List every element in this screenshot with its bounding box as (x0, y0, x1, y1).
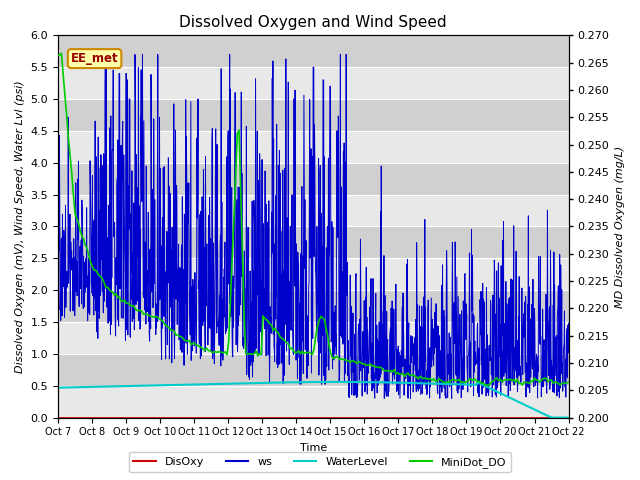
DisOxy (564, 415, 572, 420)
MiniDot_DO (56, 52, 63, 58)
ws (282, 316, 289, 322)
ws (93, 309, 101, 314)
Text: EE_met: EE_met (71, 52, 118, 65)
DisOxy (173, 415, 180, 420)
Bar (58, 163, 568, 194)
MiniDot_DO (488, 379, 495, 384)
WaterLevel (424, 381, 431, 386)
WaterLevel (332, 379, 339, 385)
ws (102, 51, 109, 57)
Legend: DisOxy, ws, WaterLevel, MiniDot_DO: DisOxy, ws, WaterLevel, MiniDot_DO (129, 452, 511, 472)
Line: MiniDot_DO: MiniDot_DO (58, 53, 568, 385)
WaterLevel (426, 381, 434, 386)
WaterLevel (376, 380, 384, 385)
MiniDot_DO (358, 361, 366, 367)
Line: ws: ws (58, 54, 568, 398)
Bar (58, 67, 568, 99)
MiniDot_DO (58, 50, 65, 56)
Bar (58, 322, 568, 354)
ws (54, 290, 62, 296)
WaterLevel (548, 415, 556, 420)
ws (271, 241, 279, 247)
Bar (58, 227, 568, 258)
MiniDot_DO (54, 52, 62, 58)
DisOxy (539, 415, 547, 420)
DisOxy (54, 415, 62, 420)
DisOxy (317, 415, 325, 420)
Bar (58, 258, 568, 290)
WaterLevel (221, 381, 228, 387)
Y-axis label: Dissolved Oxygen (mV), Wind Speed, Water Lvl (psi): Dissolved Oxygen (mV), Wind Speed, Water… (15, 80, 25, 373)
ws (564, 320, 572, 326)
WaterLevel (564, 415, 572, 420)
MiniDot_DO (360, 360, 367, 366)
ws (448, 396, 456, 401)
ws (291, 283, 299, 289)
Bar (58, 36, 568, 67)
MiniDot_DO (564, 379, 572, 385)
DisOxy (524, 415, 531, 420)
ws (345, 378, 353, 384)
Bar (58, 131, 568, 163)
Bar (58, 194, 568, 227)
DisOxy (152, 415, 160, 420)
Title: Dissolved Oxygen and Wind Speed: Dissolved Oxygen and Wind Speed (179, 15, 447, 30)
Line: WaterLevel: WaterLevel (58, 382, 568, 418)
MiniDot_DO (369, 363, 376, 369)
Bar (58, 290, 568, 322)
MiniDot_DO (520, 379, 528, 385)
MiniDot_DO (483, 382, 490, 388)
Y-axis label: MD Dissolved Oxygen (mg/L): MD Dissolved Oxygen (mg/L) (615, 145, 625, 308)
Bar (58, 386, 568, 418)
ws (115, 323, 122, 329)
WaterLevel (116, 384, 124, 389)
Bar (58, 354, 568, 386)
Bar (58, 99, 568, 131)
WaterLevel (54, 385, 62, 391)
X-axis label: Time: Time (300, 443, 327, 453)
WaterLevel (257, 380, 264, 386)
DisOxy (358, 415, 366, 420)
